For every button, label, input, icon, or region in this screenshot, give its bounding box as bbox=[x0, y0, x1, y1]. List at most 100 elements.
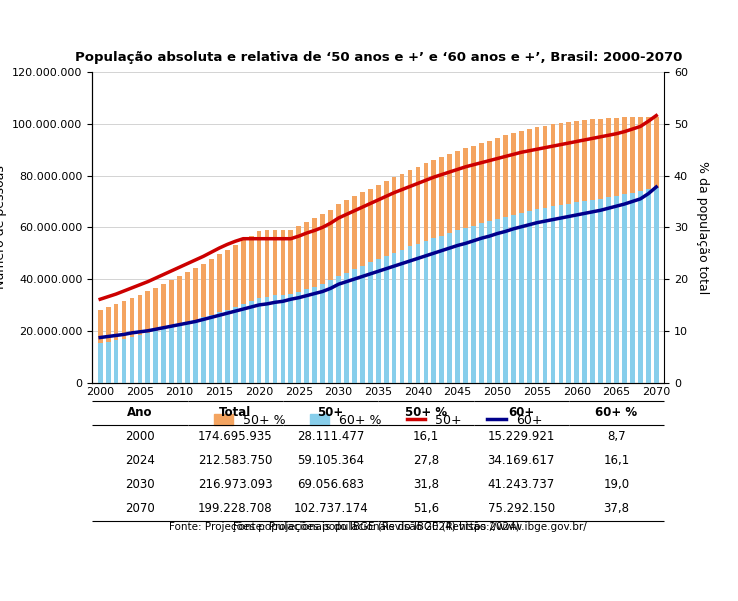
Bar bbox=[487, 141, 492, 382]
Bar bbox=[542, 208, 548, 382]
Bar bbox=[249, 236, 254, 382]
Bar bbox=[567, 122, 571, 382]
Bar bbox=[614, 196, 619, 382]
Bar bbox=[590, 120, 595, 382]
Bar bbox=[280, 230, 286, 382]
Bar bbox=[368, 189, 373, 382]
Bar bbox=[352, 269, 356, 382]
Bar bbox=[511, 215, 516, 382]
Bar bbox=[154, 331, 158, 382]
Bar bbox=[535, 127, 539, 382]
Bar bbox=[495, 219, 500, 382]
Bar bbox=[432, 238, 436, 382]
Bar bbox=[519, 131, 523, 382]
Bar bbox=[137, 335, 142, 382]
Bar bbox=[424, 241, 428, 382]
Bar bbox=[304, 222, 309, 382]
Bar bbox=[193, 268, 198, 382]
Bar bbox=[622, 195, 627, 382]
Bar bbox=[137, 294, 142, 382]
Bar bbox=[145, 333, 151, 382]
Bar bbox=[368, 263, 373, 382]
Bar bbox=[257, 298, 261, 382]
Bar bbox=[439, 157, 444, 382]
Bar bbox=[574, 202, 579, 382]
Bar bbox=[582, 201, 587, 382]
Bar bbox=[439, 236, 444, 382]
Bar bbox=[217, 312, 221, 382]
Bar bbox=[415, 166, 421, 382]
Bar bbox=[114, 340, 119, 382]
Bar bbox=[241, 240, 246, 382]
Bar bbox=[551, 124, 556, 382]
Bar bbox=[289, 230, 293, 382]
Bar bbox=[392, 252, 396, 382]
Bar bbox=[582, 120, 587, 382]
Bar bbox=[217, 254, 221, 382]
Bar bbox=[280, 294, 286, 382]
Bar bbox=[320, 215, 325, 382]
Bar bbox=[495, 138, 500, 382]
Bar bbox=[185, 272, 190, 382]
Bar bbox=[98, 343, 103, 382]
Bar bbox=[542, 126, 548, 382]
Y-axis label: Número de pessoas: Número de pessoas bbox=[0, 165, 7, 289]
Bar bbox=[106, 341, 111, 382]
Bar bbox=[376, 185, 381, 382]
Bar bbox=[400, 249, 404, 382]
Bar bbox=[599, 118, 603, 382]
Bar bbox=[328, 280, 333, 382]
Bar bbox=[479, 224, 484, 382]
Bar bbox=[447, 233, 452, 382]
Bar bbox=[519, 213, 523, 382]
Bar bbox=[122, 301, 126, 382]
Bar bbox=[241, 304, 246, 382]
Bar bbox=[424, 163, 428, 382]
Bar bbox=[503, 135, 508, 382]
Bar bbox=[455, 151, 460, 382]
Bar bbox=[559, 205, 563, 382]
Bar bbox=[312, 287, 317, 382]
Bar bbox=[646, 189, 651, 382]
Bar bbox=[312, 218, 317, 382]
Bar bbox=[272, 295, 277, 382]
Bar bbox=[559, 123, 563, 382]
Bar bbox=[360, 266, 365, 382]
Text: Fonte: Projeções populacionais do IBGE (Revisão 2024) https://www.ibge.gov.br/: Fonte: Projeções populacionais do IBGE (… bbox=[169, 522, 587, 532]
Bar bbox=[225, 310, 230, 382]
Bar bbox=[201, 263, 206, 382]
Bar bbox=[352, 197, 356, 382]
Bar bbox=[463, 148, 468, 382]
Bar bbox=[122, 338, 126, 382]
Bar bbox=[249, 301, 254, 382]
Bar bbox=[479, 143, 484, 382]
Bar bbox=[169, 327, 174, 382]
Bar bbox=[384, 181, 388, 382]
Bar bbox=[154, 288, 158, 382]
Bar bbox=[551, 206, 556, 382]
Bar bbox=[257, 231, 261, 382]
Bar bbox=[360, 192, 365, 382]
Bar bbox=[527, 212, 531, 382]
Bar bbox=[304, 290, 309, 382]
Bar bbox=[185, 322, 190, 382]
Bar bbox=[432, 160, 436, 382]
Bar bbox=[606, 118, 611, 382]
Bar bbox=[162, 284, 166, 382]
Bar bbox=[209, 315, 214, 382]
Bar bbox=[646, 117, 651, 382]
Bar bbox=[297, 292, 301, 382]
Title: População absoluta e relativa de ‘50 anos e +’ e ‘60 anos e +’, Brasil: 2000-207: População absoluta e relativa de ‘50 ano… bbox=[75, 51, 682, 64]
Bar bbox=[614, 118, 619, 382]
Bar bbox=[392, 177, 396, 382]
Bar bbox=[145, 291, 151, 382]
Bar bbox=[574, 121, 579, 382]
Bar bbox=[471, 146, 476, 382]
Bar bbox=[114, 304, 119, 382]
Bar bbox=[376, 259, 381, 382]
Bar bbox=[98, 310, 103, 382]
Bar bbox=[471, 226, 476, 382]
Bar bbox=[106, 307, 111, 382]
Bar bbox=[606, 197, 611, 382]
Bar bbox=[272, 230, 277, 382]
